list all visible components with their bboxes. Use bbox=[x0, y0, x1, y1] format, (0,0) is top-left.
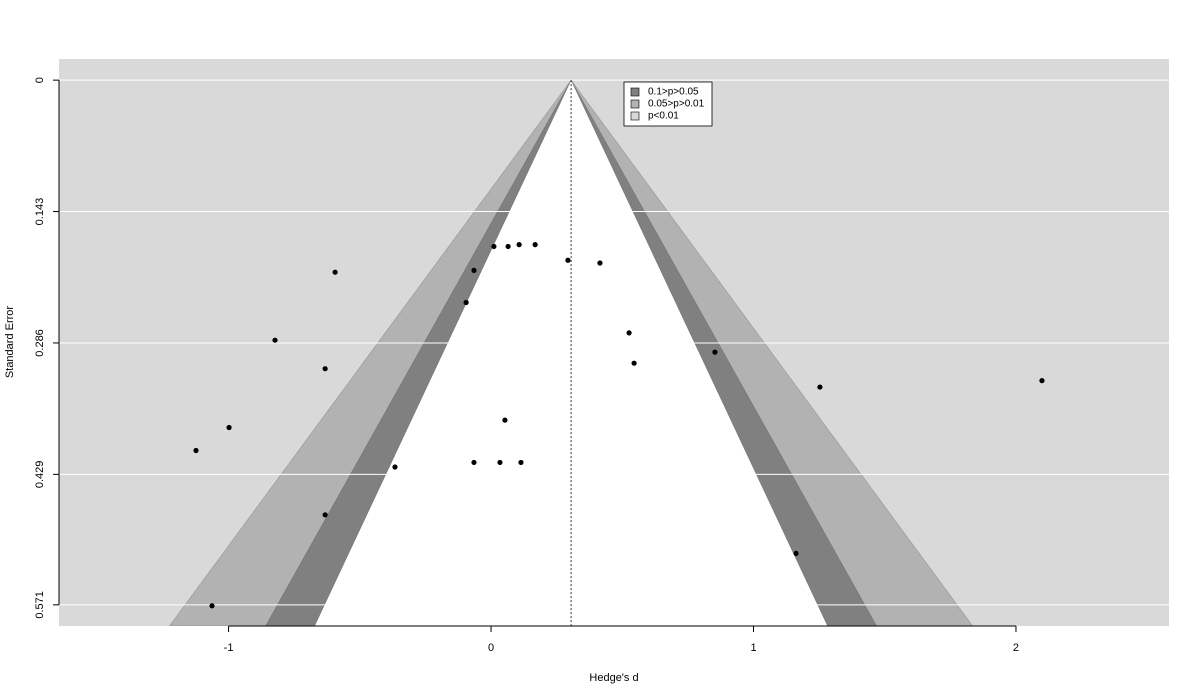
point bbox=[712, 349, 718, 355]
legend-label: p<0.01 bbox=[648, 111, 679, 122]
point bbox=[471, 459, 477, 466]
x-tick-label: 0 bbox=[488, 642, 494, 654]
point bbox=[565, 257, 571, 263]
point bbox=[193, 447, 199, 454]
point bbox=[332, 269, 338, 275]
point bbox=[209, 603, 215, 609]
point bbox=[226, 424, 232, 431]
point bbox=[322, 512, 328, 518]
plot-area bbox=[59, 79, 1169, 626]
point bbox=[631, 360, 637, 366]
point bbox=[1039, 378, 1045, 384]
x-tick-label: -1 bbox=[224, 642, 234, 654]
x-tick-label: 1 bbox=[750, 642, 756, 654]
point bbox=[597, 260, 603, 266]
point bbox=[471, 267, 477, 273]
legend-swatch bbox=[630, 99, 640, 109]
point bbox=[505, 243, 511, 250]
point bbox=[322, 366, 328, 372]
point bbox=[532, 242, 538, 248]
x-axis-label: Hedge's d bbox=[589, 672, 638, 684]
point bbox=[463, 299, 469, 306]
legend-label: 0.05>p>0.01 bbox=[648, 99, 705, 110]
legend-swatch bbox=[630, 111, 640, 121]
y-tick-label: 0.286 bbox=[34, 329, 46, 357]
point bbox=[516, 242, 522, 248]
point bbox=[626, 330, 632, 336]
y-axis-label: Standard Error bbox=[4, 306, 16, 378]
point bbox=[518, 459, 524, 466]
point bbox=[793, 550, 799, 557]
x-tick-label: 2 bbox=[1013, 642, 1019, 654]
legend: 0.1>p>0.050.05>p>0.01p<0.01 bbox=[623, 81, 713, 127]
y-tick-label: 0 bbox=[34, 77, 46, 83]
point bbox=[272, 337, 278, 343]
point bbox=[502, 417, 508, 423]
point bbox=[817, 384, 823, 390]
legend-label: 0.1>p>0.05 bbox=[648, 87, 699, 98]
legend-swatch bbox=[630, 87, 640, 97]
point bbox=[497, 459, 503, 466]
y-tick-label: 0.571 bbox=[34, 591, 46, 619]
point bbox=[392, 464, 398, 470]
point bbox=[491, 243, 497, 250]
y-tick-label: 0.143 bbox=[34, 198, 46, 226]
y-tick-label: 0.429 bbox=[34, 461, 46, 489]
